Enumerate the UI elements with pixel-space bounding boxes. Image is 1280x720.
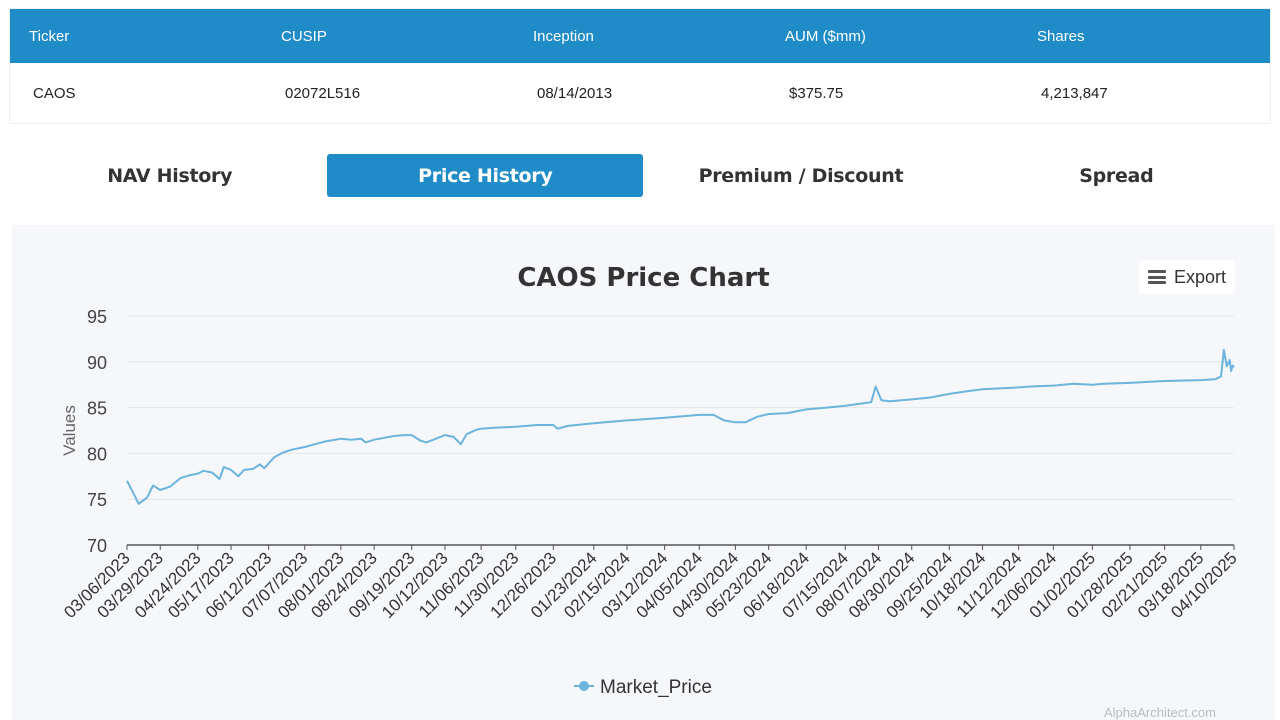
- export-label: Export: [1173, 266, 1227, 287]
- export-button[interactable]: Export: [1139, 260, 1235, 294]
- cell-inception: 08/14/2013: [537, 84, 613, 102]
- y-tick-label: 95: [87, 307, 107, 327]
- tab-spread[interactable]: Spread: [1079, 164, 1154, 187]
- tab-price-history[interactable]: Price History: [327, 154, 644, 197]
- table-row: CAOS 02072L516 08/14/2013 $375.75 4,213,…: [10, 63, 1270, 123]
- chart-title: CAOS Price Chart: [517, 263, 770, 293]
- history-tabs: NAV History Price History Premium / Disc…: [12, 154, 1274, 197]
- watermark: AlphaArchitect.com: [1104, 705, 1216, 720]
- y-tick-label: 80: [87, 444, 107, 464]
- legend-label: Market_Price: [600, 677, 712, 698]
- header-ticker: Ticker: [29, 27, 70, 45]
- cell-aum: $375.75: [789, 84, 844, 102]
- header-cusip: CUSIP: [281, 27, 327, 45]
- series-line-market-price: [126, 348, 1235, 505]
- cell-ticker: CAOS: [33, 84, 76, 102]
- header-aum: AUM ($mm): [785, 27, 866, 45]
- y-tick-label: 75: [87, 490, 107, 510]
- header-inception: Inception: [533, 27, 594, 45]
- y-tick-label: 90: [87, 353, 107, 373]
- legend-marker: [579, 681, 589, 691]
- hamburger-menu-icon: [1147, 270, 1166, 284]
- chart-panel: 70 75 80 85 90 95 Values 03/06/2023 03/29/2023 04…: [12, 225, 1275, 720]
- tab-premium-discount[interactable]: Premium / Discount: [698, 164, 904, 187]
- cell-shares: 4,213,847: [1041, 84, 1108, 102]
- fund-table-header: Ticker CUSIP Inception AUM ($mm) Shares: [10, 9, 1270, 63]
- cell-cusip: 02072L516: [285, 84, 361, 102]
- y-axis-label: Values: [60, 405, 79, 456]
- header-shares: Shares: [1037, 27, 1085, 45]
- y-tick-label: 85: [87, 399, 107, 419]
- price-chart: 707580859095Values03/06/202303/29/202304…: [60, 307, 1241, 698]
- y-tick-label: 70: [87, 536, 107, 556]
- tab-nav-history[interactable]: NAV History: [107, 164, 233, 187]
- fund-summary-table: Ticker CUSIP Inception AUM ($mm) Shares …: [9, 8, 1271, 124]
